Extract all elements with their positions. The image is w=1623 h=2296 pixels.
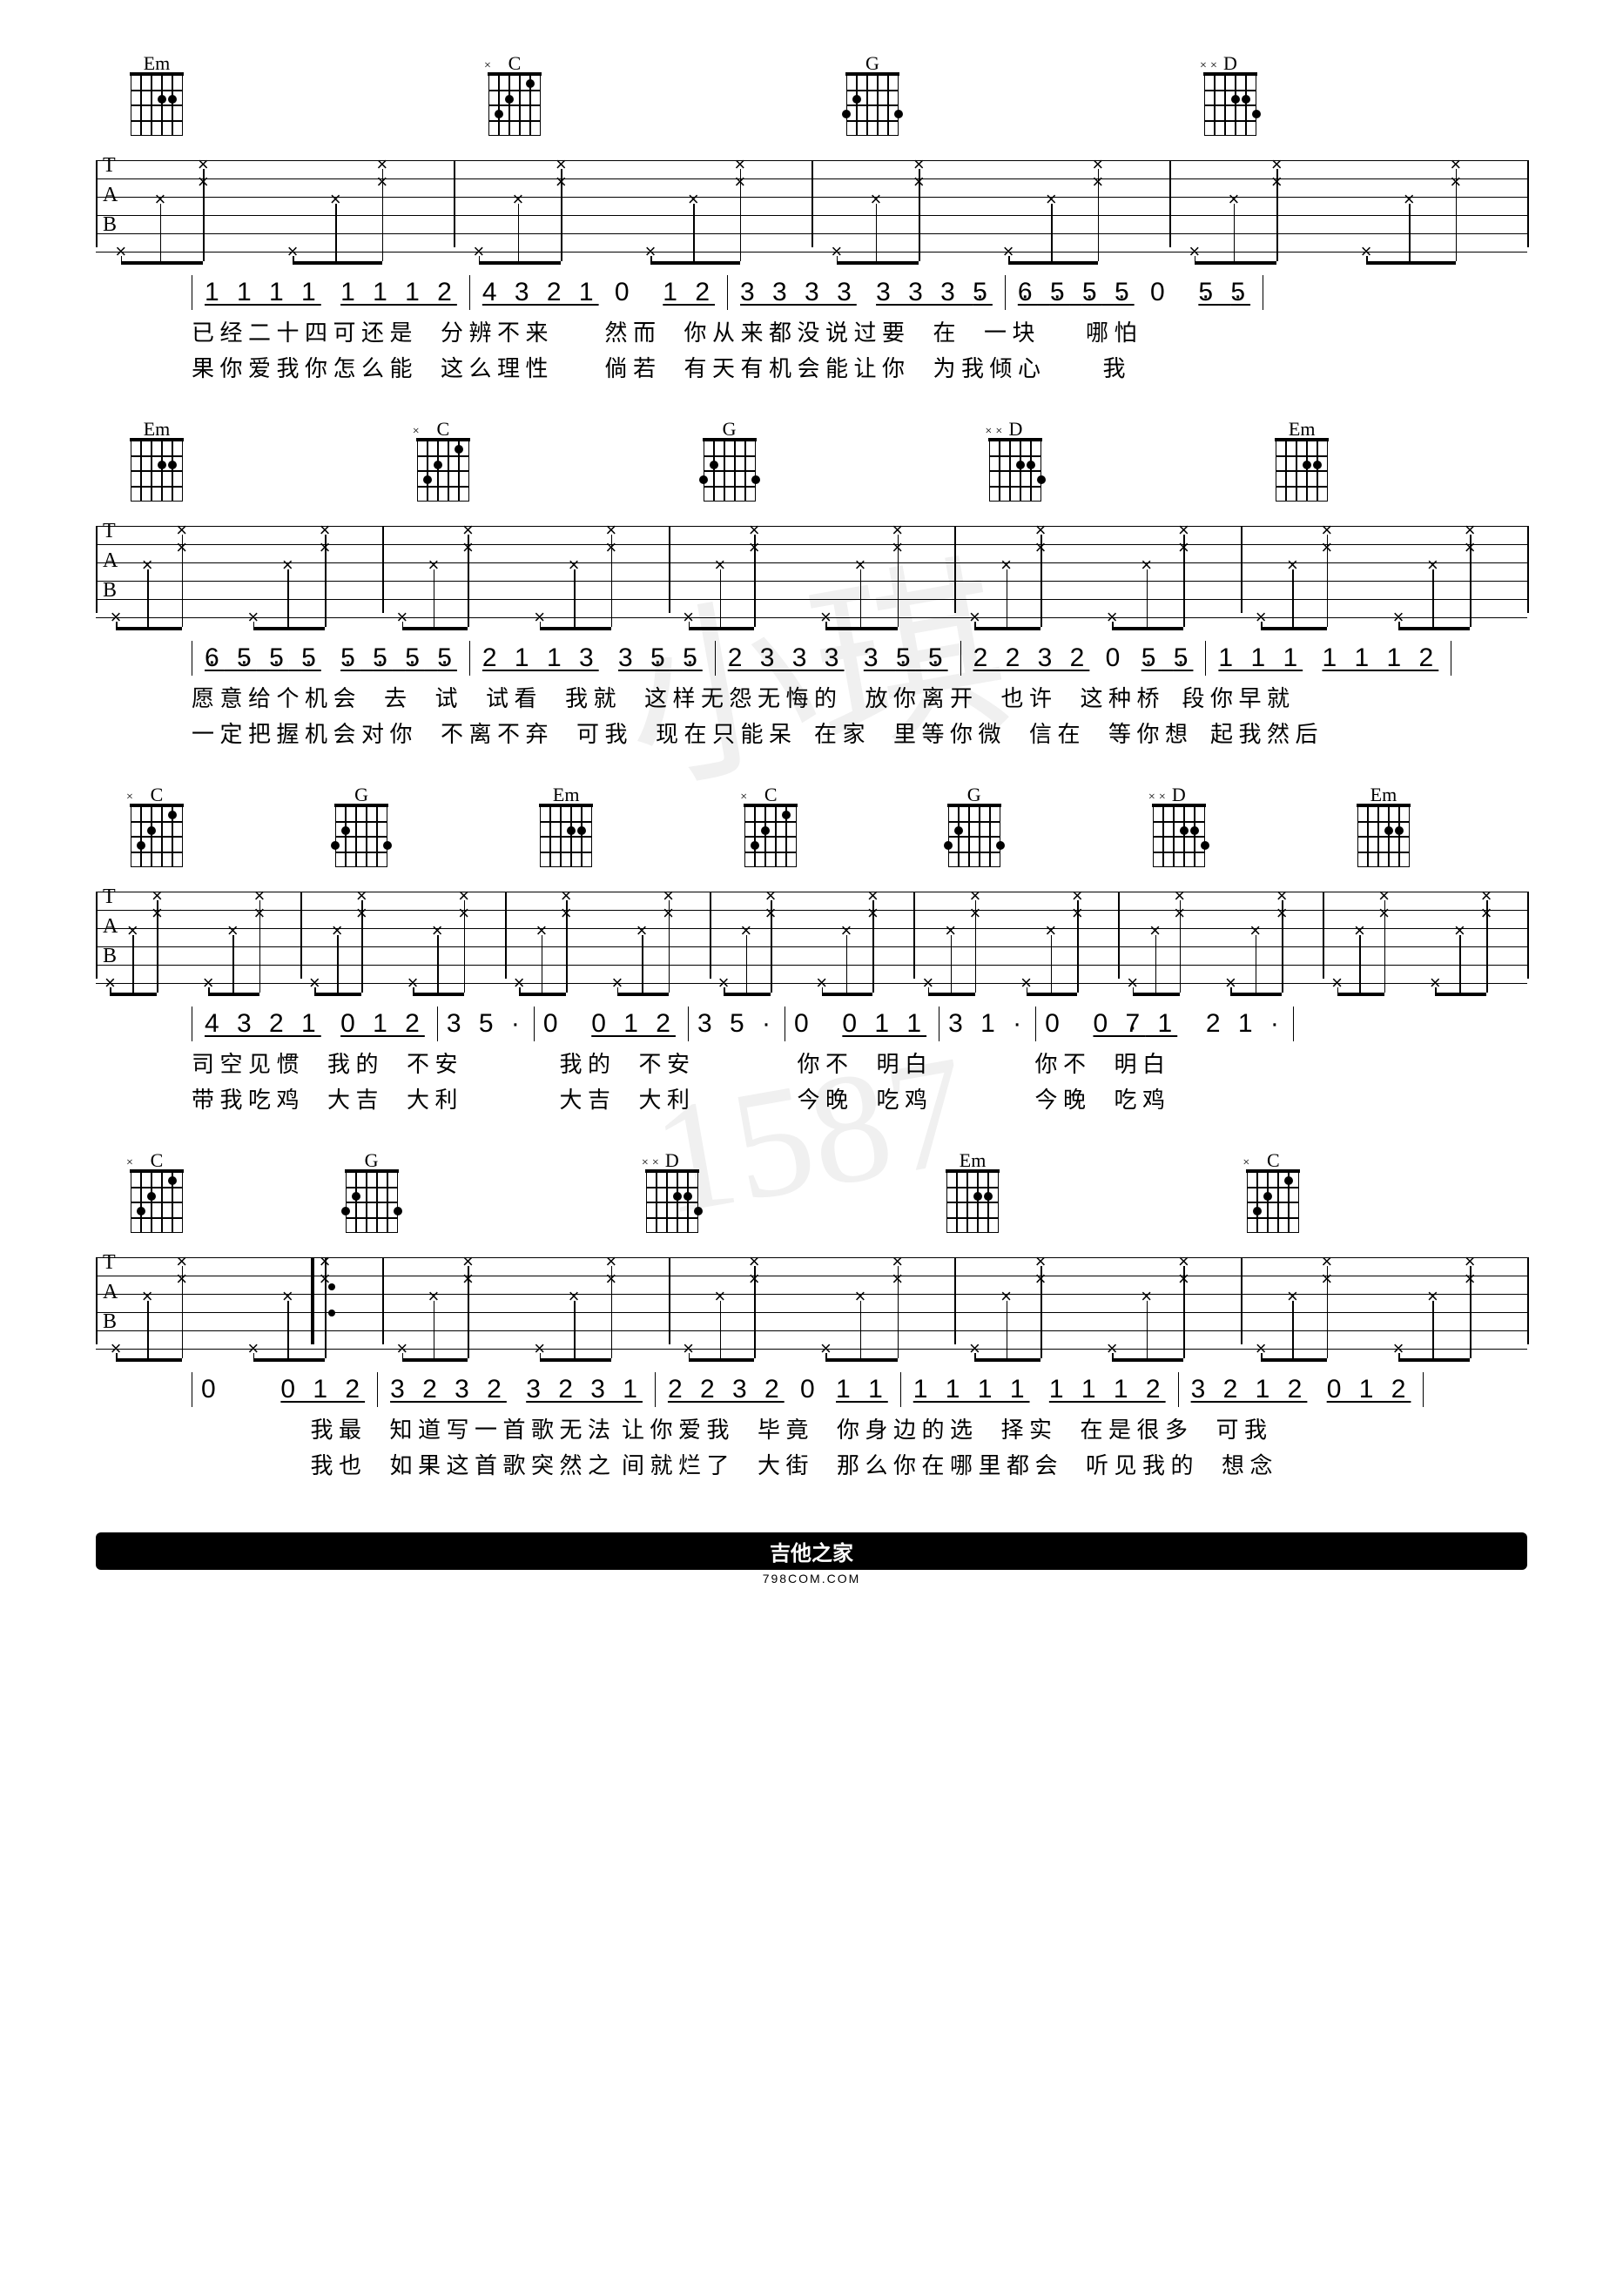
chord-D: D ×× [989, 418, 1041, 502]
system-row: Em C × G D ×× Em TAB××××××××××××××××××××… [96, 418, 1527, 749]
jianpu-measure: 2 2 3 2 0 5 5 [961, 641, 1207, 676]
jianpu-measure: 0 0 1 2 [535, 1007, 689, 1041]
chord-C: C × [488, 52, 541, 136]
jianpu-row: 6 5 5 5 5 5 5 5 2 1 1 3 3 5 5 2 3 3 3 3 … [192, 641, 1527, 676]
jianpu-measure: 3 1 · [939, 1007, 1036, 1041]
jianpu-measure: 0 0 1 1 [785, 1007, 939, 1041]
chord-D: D ×× [1204, 52, 1256, 136]
jianpu-measure: 6 5 5 5 5 5 5 5 [192, 641, 470, 676]
tab-staff: TAB×××××××××××××××××××××××××××××××× [96, 143, 1527, 265]
chord-G: G [846, 52, 899, 136]
tab-staff: TAB×××××××××××××××××××××××××××××××××××××… [96, 508, 1527, 630]
chord-G: G [346, 1149, 398, 1233]
jianpu-measure: 0 0 1 2 [192, 1372, 378, 1407]
chord-Em: Em [946, 1149, 999, 1233]
chord-G: G [335, 784, 387, 867]
tab-staff: TAB×××××××××××××××××××××××××××××××××××××… [96, 874, 1527, 996]
jianpu-row: 4 3 2 1 0 1 2 3 5 · 0 0 1 2 3 5 · 0 0 1 … [192, 1007, 1527, 1041]
lyrics: 已 经 二 十 四 可 还 是 分 辨 不 来 然 而 你 从 来 都 没 说 … [192, 315, 1527, 383]
chord-G: G [948, 784, 1000, 867]
jianpu-measure: 2 3 3 3 3 5 5 [716, 641, 961, 676]
jianpu-measure: 1 1 1 1 1 1 2 [1206, 641, 1451, 676]
jianpu-measure: 6 5 5 5 0 5 5 [1006, 275, 1263, 310]
lyrics: 愿 意 给 个 机 会 去 试 试 看 我 就 这 样 无 怨 无 悔 的 放 … [192, 681, 1527, 749]
jianpu-measure: 2 2 3 2 0 1 1 [656, 1372, 901, 1407]
chord-C: C × [744, 784, 797, 867]
chord-Em: Em [131, 418, 183, 502]
jianpu-measure: 0 0 7 1 2 1 · [1036, 1007, 1294, 1041]
chord-G: G [704, 418, 756, 502]
footer-text-small: 798COM.COM [96, 1572, 1527, 1586]
footer-text-big: 吉他之家 [96, 1532, 1527, 1570]
chord-C: C × [417, 418, 469, 502]
chord-D: D ×× [1153, 784, 1205, 867]
chord-C: C × [1247, 1149, 1299, 1233]
jianpu-measure: 3 5 · [438, 1007, 535, 1041]
jianpu-row: 0 0 1 2 3 2 3 2 3 2 3 1 2 2 3 2 0 1 1 1 … [192, 1372, 1527, 1407]
chord-Em: Em [540, 784, 592, 867]
jianpu-measure: 4 3 2 1 0 1 2 [192, 1007, 438, 1041]
chord-D: D ×× [646, 1149, 698, 1233]
jianpu-measure: 1 1 1 1 1 1 1 2 [192, 275, 470, 310]
system-row: Em C × G D ×× TAB×××××××××××××××××××××××… [96, 52, 1527, 383]
jianpu-measure: 4 3 2 1 0 1 2 [470, 275, 728, 310]
jianpu-measure: 2 1 1 3 3 5 5 [470, 641, 716, 676]
chord-Em: Em [1276, 418, 1328, 502]
chord-C: C × [131, 784, 183, 867]
system-row: C × G D ×× Em C × TAB×××××××××××××××××××… [96, 1149, 1527, 1480]
jianpu-measure: 3 2 1 2 0 1 2 [1179, 1372, 1424, 1407]
tab-staff: TAB×××××××××××××××××××××××××××××××××××××… [96, 1240, 1527, 1362]
jianpu-measure: 3 5 · [689, 1007, 785, 1041]
lyrics: 我 最 知 道 写 一 首 歌 无 法 让 你 爱 我 毕 竟 你 身 边 的 … [192, 1412, 1527, 1480]
jianpu-row: 1 1 1 1 1 1 1 2 4 3 2 1 0 1 2 3 3 3 3 3 … [192, 275, 1527, 310]
footer-logo: 吉他之家 798COM.COM [96, 1532, 1527, 1586]
chord-Em: Em [1357, 784, 1410, 867]
jianpu-measure: 1 1 1 1 1 1 1 2 [901, 1372, 1179, 1407]
lyrics: 司 空 见 惯 我 的 不 安 我 的 不 安 你 不 明 白 你 不 明 白带… [192, 1047, 1527, 1114]
system-row: C × G Em C × G D ×× Em TAB××××××××××××××… [96, 784, 1527, 1114]
chord-C: C × [131, 1149, 183, 1233]
jianpu-measure: 3 2 3 2 3 2 3 1 [378, 1372, 656, 1407]
jianpu-measure: 3 3 3 3 3 3 3 5 [728, 275, 1006, 310]
chord-Em: Em [131, 52, 183, 136]
